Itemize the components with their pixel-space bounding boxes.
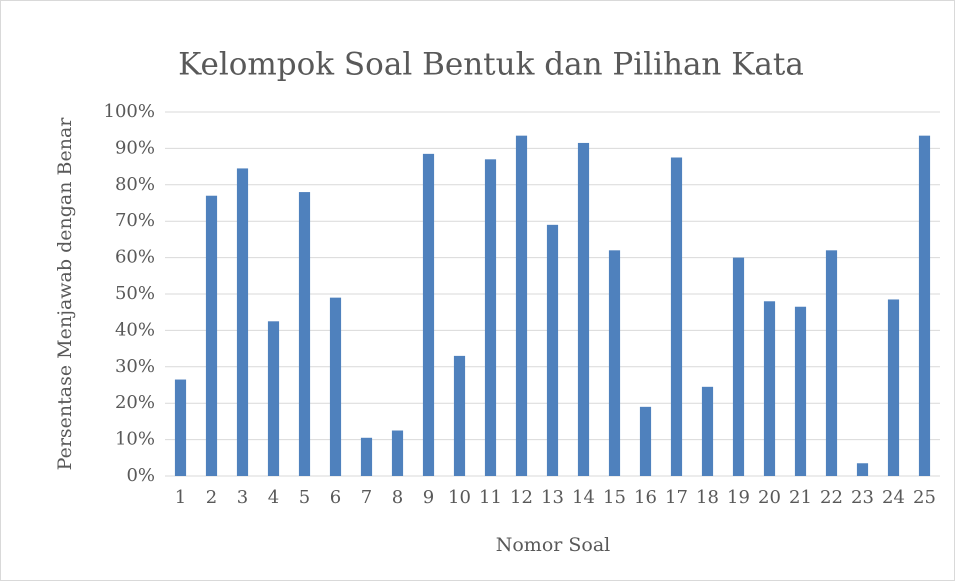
bar [360, 437, 373, 476]
bar [515, 135, 528, 476]
y-tick-label: 60% [115, 247, 155, 268]
bar [701, 386, 714, 476]
x-tick-label: 25 [913, 487, 936, 508]
y-tick-label: 70% [115, 210, 155, 231]
x-tick-label: 20 [758, 487, 781, 508]
bar [856, 463, 869, 476]
x-tick-label: 11 [479, 487, 502, 508]
bar [484, 159, 497, 476]
bar [391, 430, 404, 476]
x-tick-label: 10 [448, 487, 471, 508]
x-tick-label: 6 [330, 487, 341, 508]
bar [174, 379, 187, 476]
y-tick-label: 90% [115, 137, 155, 158]
bar [453, 355, 466, 476]
bar [670, 157, 683, 476]
x-tick-label: 15 [603, 487, 626, 508]
bar [887, 299, 900, 476]
x-tick-label: 13 [541, 487, 564, 508]
x-tick-label: 3 [237, 487, 248, 508]
x-tick-label: 16 [634, 487, 657, 508]
x-tick-label: 2 [206, 487, 217, 508]
y-tick-label: 30% [115, 356, 155, 377]
bar [422, 153, 435, 477]
bar [329, 297, 342, 476]
x-tick-label: 5 [299, 487, 310, 508]
x-tick-label: 12 [510, 487, 533, 508]
x-tick-label: 24 [882, 487, 905, 508]
bar [639, 406, 652, 476]
bar [577, 142, 590, 476]
bar [608, 250, 621, 476]
x-axis-title: Nomor Soal [496, 534, 611, 556]
x-tick-label: 23 [851, 487, 874, 508]
x-tick-label: 14 [572, 487, 595, 508]
x-tick-label: 17 [665, 487, 688, 508]
bar [236, 168, 249, 477]
x-tick-label: 22 [820, 487, 843, 508]
x-tick-label: 4 [268, 487, 279, 508]
x-tick-label: 19 [727, 487, 750, 508]
x-tick-label: 9 [423, 487, 434, 508]
bar [546, 224, 559, 476]
y-tick-label: 40% [115, 319, 155, 340]
y-tick-label: 50% [115, 283, 155, 304]
y-axis-title: Persentase Menjawab dengan Benar [54, 117, 76, 471]
x-tick-label: 7 [361, 487, 372, 508]
y-tick-label: 10% [115, 429, 155, 450]
bar [732, 257, 745, 476]
y-tick-label: 0% [126, 465, 155, 486]
chart-title: Kelompok Soal Bentuk dan Pilihan Kata [178, 47, 804, 83]
x-tick-label: 18 [696, 487, 719, 508]
bar [825, 250, 838, 476]
y-tick-label: 100% [104, 101, 155, 122]
bar [794, 306, 807, 476]
bar [205, 195, 218, 476]
y-tick-label: 80% [115, 174, 155, 195]
y-tick-label: 20% [115, 392, 155, 413]
bar [267, 321, 280, 476]
x-tick-label: 1 [175, 487, 186, 508]
bar [918, 135, 931, 476]
x-tick-label: 8 [392, 487, 403, 508]
bar [763, 301, 776, 476]
bar [298, 192, 311, 476]
x-tick-label: 21 [789, 487, 812, 508]
